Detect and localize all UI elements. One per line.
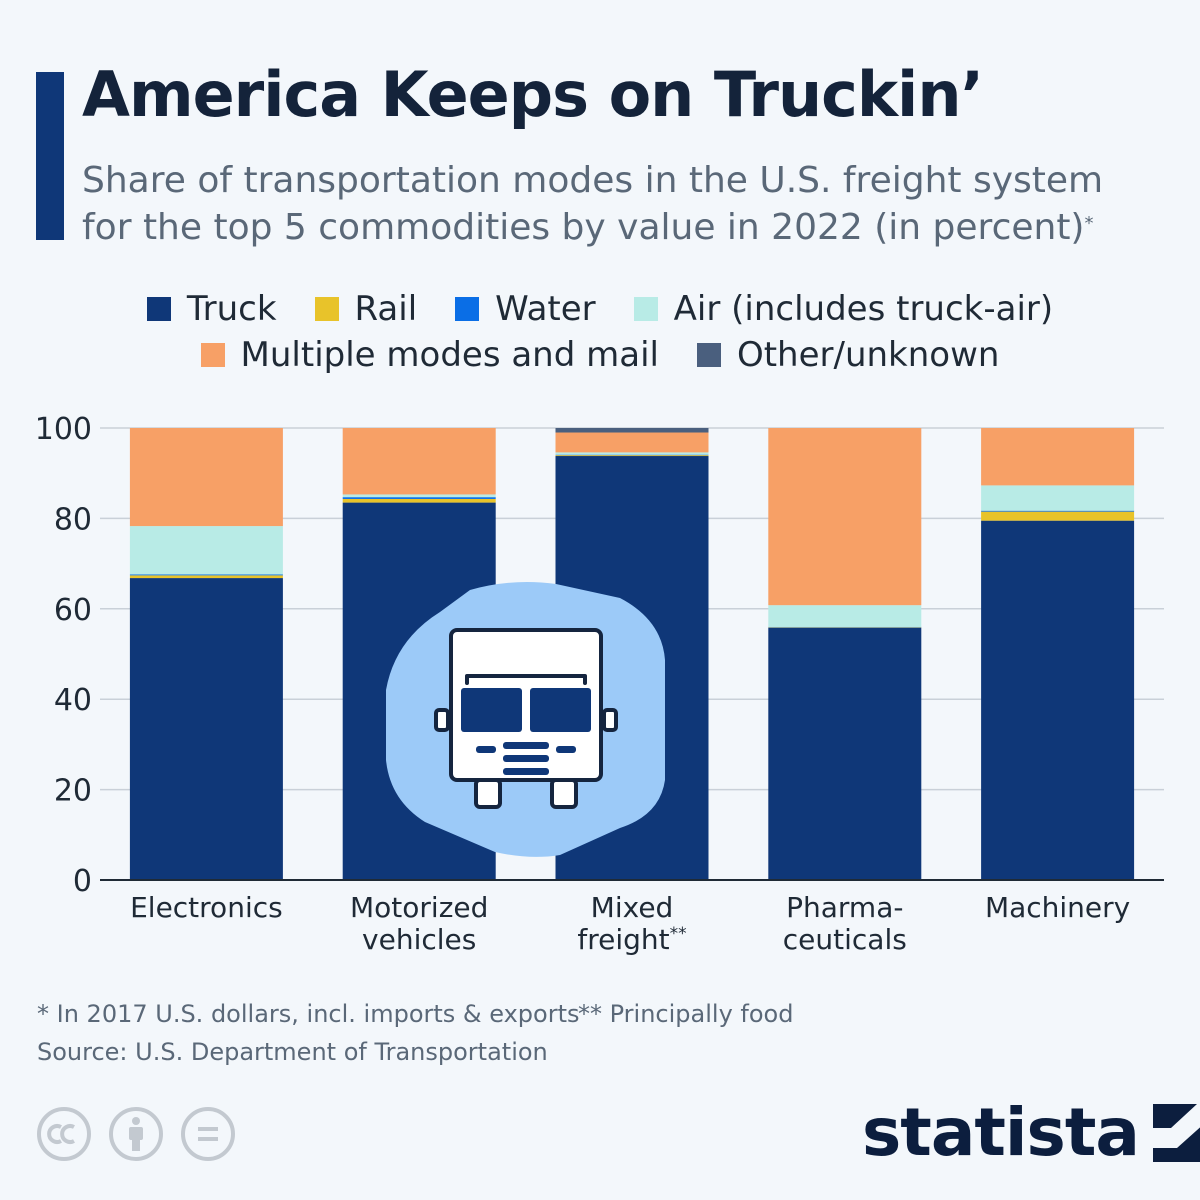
legend-item-truck: Truck (146, 289, 277, 329)
attribution-icon[interactable] (108, 1106, 164, 1162)
bar-rail-0 (129, 575, 283, 579)
chart-legend: Truck Rail Water Air (includes truck-air… (0, 286, 1200, 378)
truck-illustration-icon (386, 582, 665, 857)
source-note: Source: U.S. Department of Transportatio… (37, 1038, 548, 1066)
statista-logo[interactable]: statista (862, 1094, 1200, 1171)
bar-water-1 (342, 497, 496, 499)
y-tick-label-100: 100 (35, 412, 92, 447)
no-derivatives-icon[interactable] (180, 1106, 236, 1162)
legend-swatch-truck (146, 297, 171, 321)
x-tick-label-4-0: Machinery (985, 891, 1130, 924)
y-tick-label-40: 40 (54, 683, 92, 718)
x-tick-label-mark-2: ** (670, 924, 687, 944)
bar-rail-3 (768, 627, 922, 628)
bar-air-1 (342, 494, 496, 498)
x-tick-label-1-0: Motorized (350, 891, 488, 924)
bar-multiple-0 (129, 428, 283, 527)
subtitle-line-2-text: for the top 5 commodities by value in 20… (82, 207, 1085, 248)
y-tick-label-80: 80 (54, 502, 92, 537)
statista-mark-icon (1152, 1103, 1200, 1162)
y-tick-label-0: 0 (73, 864, 92, 899)
stacked-bar-chart: 0 20 40 60 80 100 Electronics Motorizedvehicles… (35, 412, 1164, 956)
title-accent-bar (36, 72, 64, 240)
legend-label-other: Other/unknown (736, 335, 1000, 375)
legend-swatch-other (696, 343, 721, 367)
legend-swatch-air (633, 297, 658, 321)
truck-details-icon (461, 688, 591, 775)
y-tick-label-60: 60 (54, 593, 92, 628)
legend-swatch-rail (314, 297, 339, 321)
bar-rail-2 (555, 455, 709, 457)
subtitle-line-1: Share of transportation modes in the U.S… (82, 160, 1104, 201)
y-tick-label-20: 20 (54, 774, 92, 809)
cc-icon[interactable] (36, 1106, 92, 1162)
bar-rail-1 (342, 498, 496, 503)
truck-outline-icon (434, 628, 618, 809)
x-tick-label-3-0: Pharma- (786, 891, 903, 924)
legend-swatch-multiple (200, 343, 225, 367)
subtitle-footnote-mark: * (1084, 213, 1094, 234)
x-tick-label-1-1: vehicles (362, 923, 476, 956)
bar-water-2 (555, 454, 709, 456)
legend-label-air: Air (includes truck-air) (673, 289, 1054, 329)
license-icons (36, 1106, 252, 1162)
footnote-mixed-freight: ** Principally food (578, 1000, 794, 1028)
subtitle-line-2: for the top 5 commodities by value in 20… (82, 204, 1182, 251)
x-tick-label-2-1: freight** (577, 923, 686, 956)
legend-label-truck: Truck (186, 289, 277, 329)
bar-water-0 (129, 574, 283, 576)
chart-title: America Keeps on Truckin’ (82, 58, 984, 131)
legend-row-1: Truck Rail Water Air (includes truck-air… (0, 286, 1200, 332)
chart-subtitle: Share of transportation modes in the U.S… (82, 157, 1182, 251)
bar-air-3 (768, 605, 922, 627)
footnote-dollars: * In 2017 U.S. dollars, incl. imports & … (37, 1000, 580, 1028)
bar-truck-0 (129, 578, 283, 880)
bar-multiple-2 (555, 432, 709, 453)
legend-item-air: Air (includes truck-air) (633, 289, 1054, 329)
bar-multiple-1 (342, 428, 496, 495)
bar-air-4 (981, 485, 1135, 511)
label-layer: 0 20 40 60 80 100 Electronics Motorizedvehicles… (35, 412, 1164, 956)
legend-item-other: Other/unknown (696, 335, 1000, 375)
bar-other-2 (555, 428, 709, 433)
bar-rail-4 (981, 511, 1135, 521)
bar-truck-3 (768, 627, 922, 880)
legend-item-multiple: Multiple modes and mail (200, 335, 659, 375)
bar-air-0 (129, 526, 283, 575)
legend-label-water: Water (495, 289, 596, 329)
legend-swatch-water (455, 297, 480, 321)
x-tick-label-0-0: Electronics (130, 891, 283, 924)
bar-water-4 (981, 510, 1135, 512)
legend-item-rail: Rail (314, 289, 418, 329)
x-tick-label-2-0: Mixed (591, 891, 674, 924)
bar-multiple-3 (768, 428, 922, 606)
legend-label-rail: Rail (354, 289, 418, 329)
bar-water-3 (768, 626, 922, 628)
legend-item-water: Water (455, 289, 596, 329)
bar-air-2 (555, 452, 709, 455)
bar-truck-4 (981, 520, 1135, 880)
legend-row-2: Multiple modes and mail Other/unknown (0, 332, 1200, 378)
brand-name: statista (862, 1094, 1140, 1171)
bar-multiple-4 (981, 428, 1135, 486)
x-tick-label-3-1: ceuticals (783, 923, 907, 956)
legend-label-multiple: Multiple modes and mail (240, 335, 659, 375)
